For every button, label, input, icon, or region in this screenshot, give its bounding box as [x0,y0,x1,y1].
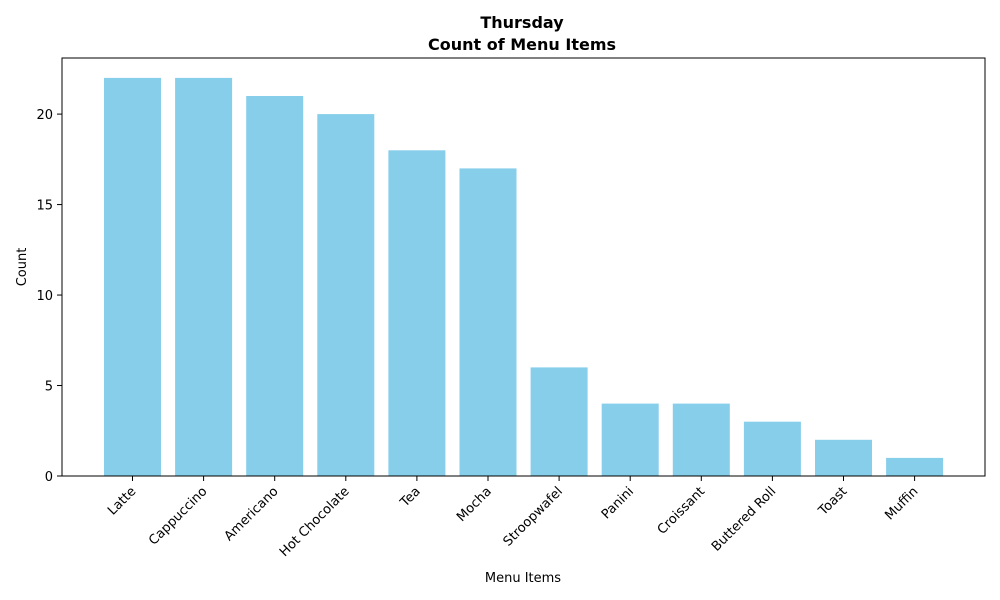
x-tick-label: Latte [105,484,139,518]
y-axis: 0 5 10 15 20 [36,108,62,485]
bar-muffin [886,457,944,476]
x-tick-label: Americano [222,484,282,544]
x-tick-label: Tea [397,484,424,511]
y-tick-label: 15 [36,199,53,214]
x-tick-label: Panini [599,484,637,522]
x-tick-label: Cappuccino [146,484,210,548]
x-tick-label: Stroopwafel [501,484,566,549]
bar-tea [388,150,446,477]
plot-frame [61,57,986,477]
x-axis-label: Menu Items [485,571,561,586]
y-tick-label: 20 [36,108,53,123]
bar-hot-chocolate [317,114,375,476]
bar-stroopwafel [530,367,588,476]
y-tick-label: 0 [45,470,53,485]
bars-group [104,77,944,477]
x-tick-label: Toast [815,484,850,519]
bar-buttered-roll [743,421,801,476]
y-tick-label: 5 [45,380,53,395]
x-tick-label: Mocha [454,484,495,525]
bar-toast [815,439,872,476]
x-tick-label: Hot Chocolate [277,484,353,560]
chart-title: Thursday [480,13,564,32]
bar-americano [246,96,304,476]
x-tick-label: Croissant [655,484,708,537]
bar-latte [104,77,161,477]
bar-mocha [459,168,517,476]
x-tick-label: Muffin [882,484,921,523]
bar-cappuccino [175,77,233,477]
bar-croissant [672,403,730,476]
chart-subtitle: Count of Menu Items [428,35,616,54]
x-tick-label: Buttered Roll [709,484,779,554]
bar-panini [601,403,659,476]
y-axis-label: Count [15,248,30,287]
y-tick-label: 10 [36,289,53,304]
